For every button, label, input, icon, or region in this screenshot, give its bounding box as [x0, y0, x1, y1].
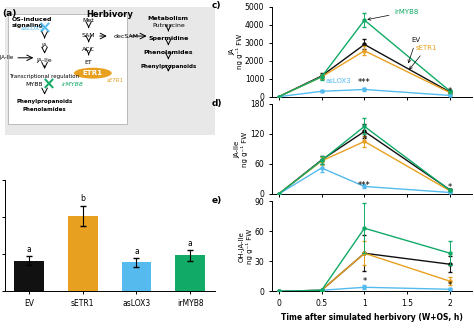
Text: Transcriptional regulation: Transcriptional regulation: [9, 74, 80, 79]
FancyBboxPatch shape: [5, 7, 215, 135]
Text: SAM: SAM: [82, 33, 95, 38]
Text: ACC: ACC: [82, 47, 95, 52]
Text: Metabolism: Metabolism: [148, 16, 189, 21]
Text: ×: ×: [42, 76, 56, 94]
X-axis label: Time after simulated herbivory (W+OS, h): Time after simulated herbivory (W+OS, h): [281, 313, 463, 322]
Bar: [68, 216, 98, 291]
Bar: [122, 262, 151, 291]
Text: a: a: [134, 247, 139, 256]
Text: asLOX3: asLOX3: [20, 26, 44, 31]
Text: d): d): [212, 99, 222, 108]
Text: Phenylpropanoids: Phenylpropanoids: [140, 64, 197, 69]
Text: Phenolamides: Phenolamides: [144, 50, 193, 55]
Text: OH-JA-Ile: OH-JA-Ile: [0, 55, 14, 60]
Text: irMYB8: irMYB8: [61, 82, 83, 87]
Text: e): e): [212, 196, 222, 205]
Text: Spermidine: Spermidine: [148, 36, 189, 41]
Bar: [14, 261, 44, 291]
Text: Phenylpropanoids: Phenylpropanoids: [17, 99, 73, 104]
Text: c): c): [212, 1, 221, 10]
Text: Putrescine: Putrescine: [152, 23, 185, 27]
Text: *: *: [362, 135, 366, 144]
Text: (a): (a): [3, 9, 17, 18]
Text: Herbivory: Herbivory: [86, 10, 133, 19]
Text: *: *: [448, 87, 452, 96]
Text: ×: ×: [37, 20, 52, 37]
Text: *: *: [362, 277, 366, 286]
Y-axis label: OH-JA-Ile
ng g⁻¹ FW: OH-JA-Ile ng g⁻¹ FW: [239, 229, 253, 264]
Text: ***: ***: [358, 181, 371, 190]
Text: ***: ***: [358, 78, 371, 87]
Text: OS-induced
signaling: OS-induced signaling: [12, 17, 53, 28]
Text: Met: Met: [83, 18, 94, 23]
Text: Phenolamides: Phenolamides: [23, 107, 66, 112]
Text: ET: ET: [85, 60, 92, 65]
Y-axis label: JA-Ile
ng g⁻¹ FW: JA-Ile ng g⁻¹ FW: [234, 131, 248, 166]
Text: a: a: [27, 245, 31, 254]
Text: asLOX3: asLOX3: [326, 78, 352, 84]
Bar: [175, 255, 205, 291]
Text: decSAM: decSAM: [114, 33, 139, 38]
Text: *: *: [448, 183, 452, 193]
Text: MYB8: MYB8: [26, 82, 43, 87]
FancyBboxPatch shape: [8, 14, 128, 124]
Text: b: b: [80, 194, 85, 203]
Text: EV: EV: [408, 37, 421, 63]
Text: JA-Ile: JA-Ile: [37, 59, 53, 64]
Text: sETR1: sETR1: [410, 45, 438, 69]
Text: irMYB8: irMYB8: [368, 9, 419, 20]
Ellipse shape: [74, 68, 112, 78]
Text: JA: JA: [42, 43, 47, 48]
Y-axis label: JA
ng g⁻¹ FW: JA ng g⁻¹ FW: [229, 34, 243, 69]
Text: *: *: [448, 281, 452, 290]
Text: ETR1: ETR1: [83, 70, 103, 76]
Text: sETR1: sETR1: [107, 78, 124, 83]
Text: a: a: [188, 239, 192, 248]
